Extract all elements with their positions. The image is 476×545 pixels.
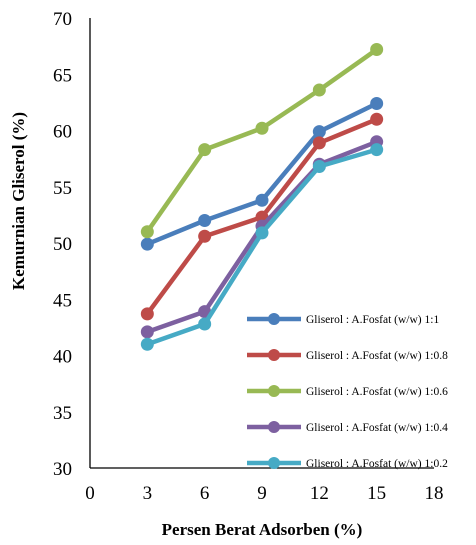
legend-label: Gliserol : A.Fosfat (w/w) 1:0.2 bbox=[306, 458, 448, 470]
legend-label: Gliserol : A.Fosfat (w/w) 1:0.4 bbox=[306, 422, 448, 434]
data-point bbox=[140, 225, 154, 239]
x-tick-label: 12 bbox=[310, 483, 329, 504]
data-point bbox=[370, 112, 384, 126]
series-1 bbox=[140, 97, 384, 251]
legend-swatch-marker bbox=[268, 421, 280, 433]
data-point bbox=[370, 43, 384, 56]
data-point bbox=[198, 214, 212, 227]
series-2 bbox=[140, 112, 384, 321]
data-point bbox=[255, 121, 269, 135]
legend-item: Gliserol : A.Fosfat (w/w) 1:1 bbox=[247, 313, 439, 326]
y-tick-label: 55 bbox=[53, 178, 72, 199]
series-5 bbox=[140, 143, 384, 351]
data-point bbox=[198, 317, 212, 331]
x-tick-label: 9 bbox=[257, 483, 267, 504]
x-tick-label: 3 bbox=[143, 483, 153, 504]
data-point bbox=[198, 229, 212, 243]
legend: Gliserol : A.Fosfat (w/w) 1:1 Gliserol : … bbox=[247, 313, 448, 470]
data-point bbox=[312, 160, 326, 173]
y-tick-label: 30 bbox=[53, 459, 72, 480]
y-tick-label: 70 bbox=[53, 9, 72, 30]
data-point bbox=[312, 83, 326, 97]
y-tick-label: 45 bbox=[53, 290, 72, 311]
y-tick-label: 35 bbox=[53, 403, 72, 424]
legend-item: Gliserol : A.Fosfat (w/w) 1:0.6 bbox=[247, 385, 448, 398]
legend-label: Gliserol : A.Fosfat (w/w) 1:1 bbox=[306, 314, 439, 326]
data-point bbox=[140, 237, 154, 251]
legend-swatch-marker bbox=[268, 349, 280, 361]
data-point bbox=[140, 307, 154, 321]
data-point bbox=[370, 97, 384, 110]
series-3 bbox=[140, 43, 384, 239]
legend-item: Gliserol : A.Fosfat (w/w) 1:0.8 bbox=[247, 349, 448, 362]
y-tick-label: 40 bbox=[53, 347, 72, 368]
data-point bbox=[312, 136, 326, 150]
legend-item: Gliserol : A.Fosfat (w/w) 1:0.4 bbox=[247, 421, 448, 434]
legend-label: Gliserol : A.Fosfat (w/w) 1:0.8 bbox=[306, 350, 448, 362]
legend-swatch-marker bbox=[268, 457, 280, 469]
legend-item: Gliserol : A.Fosfat (w/w) 1:0.2 bbox=[247, 457, 448, 470]
axes bbox=[89, 18, 434, 469]
legend-label: Gliserol : A.Fosfat (w/w) 1:0.6 bbox=[306, 386, 448, 398]
y-tick-label: 65 bbox=[53, 65, 72, 86]
tick-labels: 30 35 40 45 50 55 60 65 70 0 3 6 9 12 15 18 bbox=[53, 9, 444, 504]
data-point bbox=[255, 193, 269, 207]
legend-swatch-marker bbox=[268, 385, 280, 397]
y-tick-label: 60 bbox=[53, 122, 72, 143]
x-tick-label: 15 bbox=[367, 483, 386, 504]
x-tick-label: 18 bbox=[425, 483, 444, 504]
data-point bbox=[370, 143, 384, 157]
series-layer bbox=[140, 43, 384, 351]
data-point bbox=[198, 143, 212, 157]
x-tick-label: 0 bbox=[85, 483, 95, 504]
data-point bbox=[312, 125, 326, 139]
data-point bbox=[140, 337, 154, 351]
x-tick-label: 6 bbox=[200, 483, 210, 504]
y-axis-title: Kemurnian Gliserol (%) bbox=[9, 112, 28, 290]
data-point bbox=[255, 226, 269, 240]
data-point bbox=[140, 325, 154, 339]
y-tick-label: 50 bbox=[53, 234, 72, 255]
legend-swatch-marker bbox=[268, 313, 280, 325]
x-axis-title: Persen Berat Adsorben (%) bbox=[162, 520, 363, 539]
